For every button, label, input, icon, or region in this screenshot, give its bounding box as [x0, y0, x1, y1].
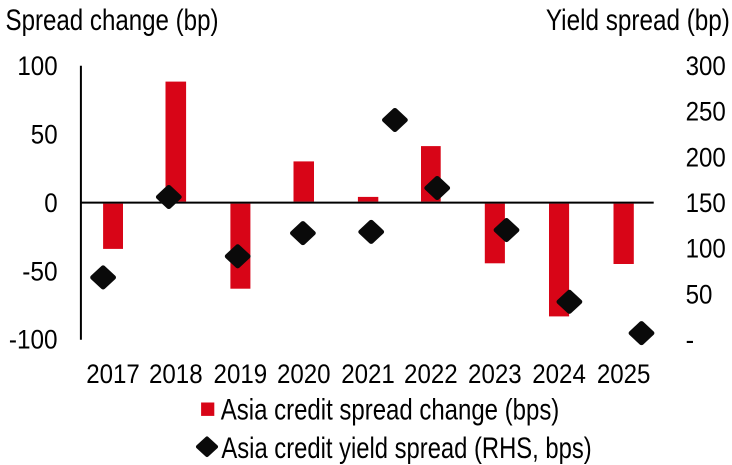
svg-text:0: 0: [44, 188, 57, 218]
svg-text:300: 300: [686, 51, 726, 81]
svg-text:2017: 2017: [86, 359, 140, 389]
svg-text:200: 200: [686, 142, 726, 172]
svg-text:100: 100: [17, 51, 57, 81]
svg-text:2019: 2019: [214, 359, 268, 389]
svg-text:2022: 2022: [404, 359, 458, 389]
svg-text:100: 100: [686, 234, 726, 264]
svg-text:Asia credit yield spread (RHS,: Asia credit yield spread (RHS, bps): [221, 432, 591, 465]
svg-text:2021: 2021: [341, 359, 395, 389]
svg-text:2018: 2018: [149, 359, 203, 389]
svg-text:250: 250: [686, 97, 726, 127]
svg-text:Yield spread (bp): Yield spread (bp): [546, 4, 730, 37]
svg-text:2023: 2023: [468, 359, 522, 389]
svg-text:Spread change (bp): Spread change (bp): [6, 4, 219, 37]
svg-text:50: 50: [686, 279, 713, 309]
svg-text:-100: -100: [9, 325, 58, 355]
svg-text:Asia credit spread change (bps: Asia credit spread change (bps): [221, 394, 560, 427]
svg-text:50: 50: [31, 119, 58, 149]
svg-text:-50: -50: [22, 256, 57, 286]
svg-text:2020: 2020: [277, 359, 331, 389]
svg-text:2024: 2024: [532, 359, 586, 389]
svg-text:150: 150: [686, 188, 726, 218]
svg-text:-: -: [686, 325, 695, 355]
svg-text:2025: 2025: [597, 359, 651, 389]
